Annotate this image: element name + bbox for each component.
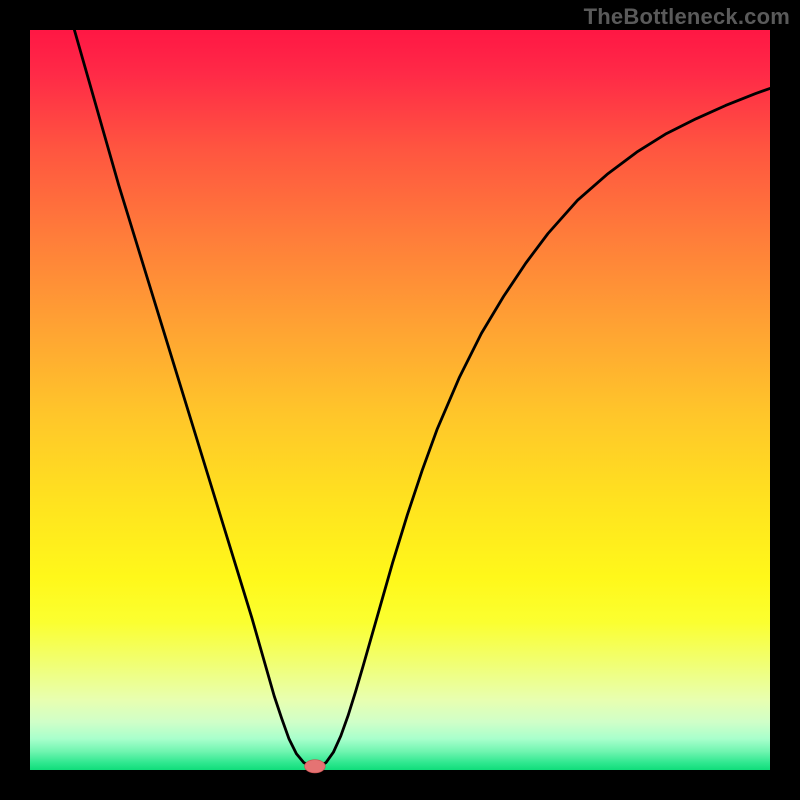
- chart-container: TheBottleneck.com: [0, 0, 800, 800]
- bottleneck-chart: [0, 0, 800, 800]
- watermark-label: TheBottleneck.com: [584, 4, 790, 30]
- plot-gradient-background: [30, 30, 770, 770]
- minimum-marker: [305, 760, 326, 773]
